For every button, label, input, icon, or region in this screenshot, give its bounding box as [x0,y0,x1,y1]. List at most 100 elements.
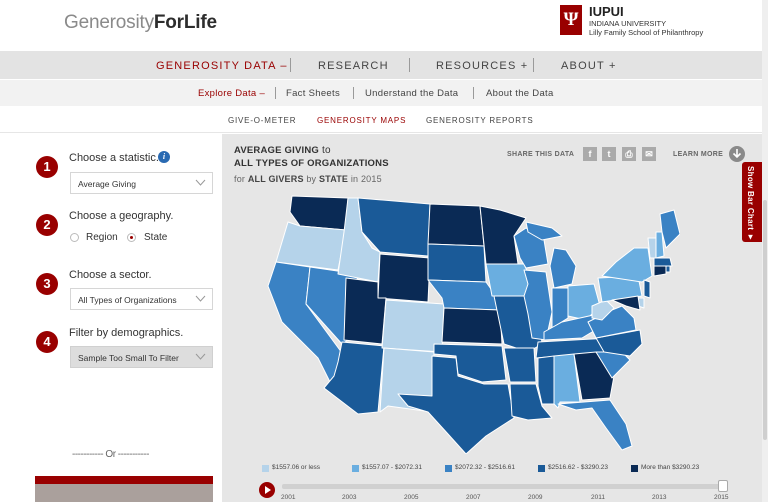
step-1-badge: 1 [36,156,58,178]
state-nj[interactable] [643,279,651,299]
demographics-select[interactable]: Sample Too Small To Filter [70,346,213,368]
step-4-label: Filter by demographics. [69,327,184,339]
state-nd[interactable] [427,203,485,247]
print-icon[interactable]: ⎙ [622,147,636,161]
year-tick: 2013 [652,494,667,501]
state-ks[interactable] [441,307,503,345]
tab-generosity-maps[interactable]: GENEROSITY MAPS [317,116,407,125]
bottom-panel [35,484,213,502]
year-tick: 2011 [591,494,605,501]
iu-trident-logo[interactable]: Ψ [560,5,582,35]
step-4-badge: 4 [36,331,58,353]
nav-fact-sheets[interactable]: Fact Sheets [286,88,340,99]
year-slider-handle[interactable] [718,480,728,492]
nav-explore-data[interactable]: Explore Data – [198,88,266,99]
nav-separator [409,58,410,72]
nav-research[interactable]: RESEARCH [318,60,389,72]
state-ct[interactable] [653,265,667,277]
play-icon [265,486,271,494]
tab-generosity-reports[interactable]: GENEROSITY REPORTS [426,116,534,125]
tertiary-nav: GIVE-O-METER GENEROSITY MAPS GENEROSITY … [0,107,762,133]
tab-give-o-meter[interactable]: GIVE-O-METER [228,116,297,125]
year-tick: 2007 [466,494,481,501]
learn-more-label[interactable]: LEARN MORE [673,151,724,158]
iu-line3: Lilly Family School of Philanthropy [589,28,704,37]
legend-swatch [538,465,545,472]
demographics-select-value: Sample Too Small To Filter [78,353,179,363]
iu-line2: INDIANA UNIVERSITY [589,19,667,28]
chevron-down-icon [195,179,206,186]
primary-nav: GENEROSITY DATA – RESEARCH RESOURCES + A… [0,51,762,79]
email-icon[interactable]: ✉ [642,147,656,161]
state-radio-label[interactable]: State [144,232,168,243]
info-icon[interactable]: i [158,151,170,163]
state-me[interactable] [659,209,680,249]
state-mi[interactable] [549,247,577,289]
bottom-accent-bar [35,476,213,484]
site-header: GenerosityForLife Ψ IUPUI INDIANA UNIVER… [0,0,768,50]
legend-label: $1557.06 or less [272,464,321,471]
state-ok[interactable] [433,343,507,383]
statistic-select[interactable]: Average Giving [70,172,213,194]
state-ny[interactable] [601,247,653,283]
us-state-map [267,195,680,454]
chevron-down-icon [195,353,206,360]
statistic-select-value: Average Giving [78,179,136,189]
region-radio-label[interactable]: Region [86,232,118,243]
state-radio[interactable] [127,233,136,242]
state-in[interactable] [551,287,569,329]
state-ma[interactable] [653,257,673,267]
step-1-label: Choose a statistic. [69,152,159,164]
iu-logo-text[interactable]: IUPUI INDIANA UNIVERSITY Lilly Family Sc… [589,5,703,37]
state-or[interactable] [275,221,347,271]
nav-about[interactable]: ABOUT + [561,60,617,72]
sector-select[interactable]: All Types of Organizations [70,288,213,310]
state-tx[interactable] [397,355,515,454]
state-wa[interactable] [289,195,349,231]
state-fl[interactable] [557,399,633,451]
legend-label: $1557.07 - $2072.31 [362,464,422,471]
legend-swatch [631,465,638,472]
state-nc[interactable] [595,329,643,357]
year-tick: 2003 [342,494,357,501]
region-radio[interactable] [70,233,79,242]
state-il[interactable] [523,269,553,341]
facebook-icon[interactable]: f [583,147,597,161]
scrollbar-thumb[interactable] [763,200,767,440]
nav-resources[interactable]: RESOURCES + [436,60,529,72]
state-ri[interactable] [665,265,671,273]
learn-more-download-icon[interactable] [729,146,745,162]
show-bar-chart-tab[interactable]: Show Bar Chart ▼ [742,162,762,242]
state-la[interactable] [509,383,553,421]
state-mi-upper[interactable] [525,221,563,241]
step-3-label: Choose a sector. [69,269,152,281]
legend-swatch [445,465,452,472]
nav-generosity-data[interactable]: GENEROSITY DATA – [156,60,288,72]
play-button[interactable] [259,482,275,498]
state-vt[interactable] [647,237,657,259]
map-caption: for ALL GIVERS by STATE in 2015 [234,174,382,184]
state-nh[interactable] [655,231,665,259]
nav-separator [290,58,291,72]
state-md[interactable] [611,295,641,311]
year-tick: 2005 [404,494,419,501]
state-ar[interactable] [503,347,537,383]
state-ms[interactable] [537,355,555,405]
show-bar-chart-label: Show Bar Chart ▼ [746,166,755,243]
state-wy[interactable] [377,253,431,303]
year-slider-track[interactable] [282,484,728,489]
twitter-icon[interactable]: t [602,147,616,161]
step-2-label: Choose a geography. [69,210,174,222]
state-mt[interactable] [357,197,431,257]
state-ut[interactable] [343,277,387,345]
generosity-for-life-logo[interactable]: GenerosityForLife [64,12,217,33]
legend-swatch [262,465,269,472]
chevron-down-icon [195,295,206,302]
nav-understand-the-data[interactable]: Understand the Data [365,88,459,99]
iu-title: IUPUI [589,4,624,19]
nav-separator [353,87,354,99]
nav-about-the-data[interactable]: About the Data [486,88,554,99]
year-tick: 2015 [714,494,729,501]
sector-select-value: All Types of Organizations [78,295,177,305]
state-sd[interactable] [427,243,487,283]
